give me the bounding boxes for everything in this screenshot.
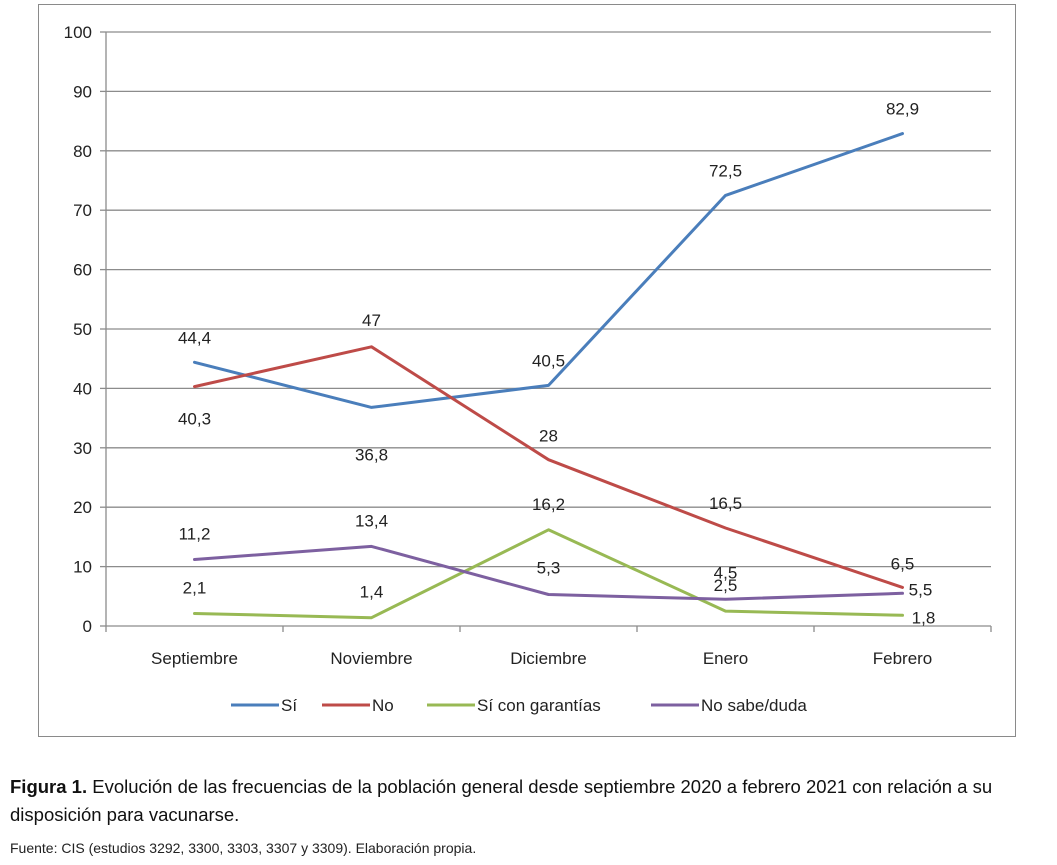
- y-tick-label: 40: [73, 379, 92, 398]
- data-label: 28: [539, 427, 558, 446]
- legend-label: Sí con garantías: [477, 696, 601, 715]
- data-label: 5,5: [909, 580, 933, 599]
- x-tick-label: Septiembre: [151, 649, 238, 668]
- data-label: 82,9: [886, 100, 919, 119]
- data-label: 5,3: [537, 559, 561, 578]
- y-tick-label: 0: [83, 617, 92, 636]
- series-line-sí-con-garantías: [193, 528, 904, 620]
- chart-frame: 0 10 20 30 40 50 60 70 80 90 100 Septiembre Noviembr…: [38, 4, 1016, 737]
- y-tick-label: 80: [73, 142, 92, 161]
- data-label: 2,5: [714, 576, 738, 595]
- y-tick-label: 70: [73, 201, 92, 220]
- y-tick-label: 10: [73, 558, 92, 577]
- legend-label: Sí: [281, 696, 297, 715]
- y-tick-label: 100: [64, 23, 92, 42]
- data-label: 16,5: [709, 494, 742, 513]
- source-note: Fuente: CIS (estudios 3292, 3300, 3303, …: [10, 840, 477, 856]
- series-line-no: [193, 345, 904, 589]
- data-label: 1,4: [360, 583, 384, 602]
- data-label: 72,5: [709, 161, 742, 180]
- x-tick-label: Febrero: [873, 649, 933, 668]
- data-label: 16,2: [532, 495, 565, 514]
- data-label: 40,5: [532, 351, 565, 370]
- figure-caption: Figura 1. Evolución de las frecuencias d…: [10, 773, 1050, 829]
- data-label: 44,4: [178, 328, 211, 347]
- y-tick-label: 20: [73, 498, 92, 517]
- data-label: 47: [362, 311, 381, 330]
- data-label: 1,8: [912, 608, 936, 627]
- axes: 0 10 20 30 40 50 60 70 80 90 100 Septiembre Noviembr…: [64, 23, 992, 668]
- legend-label: No: [372, 696, 394, 715]
- y-tick-label: 50: [73, 320, 92, 339]
- x-tick-label: Noviembre: [330, 649, 412, 668]
- data-label: 36,8: [355, 445, 388, 464]
- caption-text: Evolución de las frecuencias de la pobla…: [10, 776, 993, 825]
- data-label: 40,3: [178, 410, 211, 429]
- legend-label: No sabe/duda: [701, 696, 807, 715]
- figure-label: Figura 1.: [10, 776, 88, 797]
- y-tick-label: 90: [73, 82, 92, 101]
- data-labels: 44,4 36,8 40,5 72,5 82,9 40,3 47 28 16,5 6,5 2,1 1,…: [178, 100, 935, 628]
- data-label: 11,2: [179, 524, 211, 543]
- gridlines: [106, 31, 991, 568]
- data-label: 2,1: [183, 579, 207, 598]
- series-lines: [193, 132, 904, 620]
- legend: Sí No Sí con garantías No sabe/duda: [231, 696, 807, 715]
- x-tick-label: Diciembre: [510, 649, 587, 668]
- y-tick-label: 30: [73, 439, 92, 458]
- x-tick-label: Enero: [703, 649, 748, 668]
- line-chart: 0 10 20 30 40 50 60 70 80 90 100 Septiembre Noviembr…: [64, 23, 992, 715]
- data-label: 6,5: [891, 554, 915, 573]
- series-line-sí: [193, 132, 904, 409]
- data-label: 13,4: [355, 511, 388, 530]
- y-tick-label: 60: [73, 261, 92, 280]
- series-line-no-sabe-duda: [193, 544, 904, 601]
- data-label: 4,5: [714, 563, 738, 582]
